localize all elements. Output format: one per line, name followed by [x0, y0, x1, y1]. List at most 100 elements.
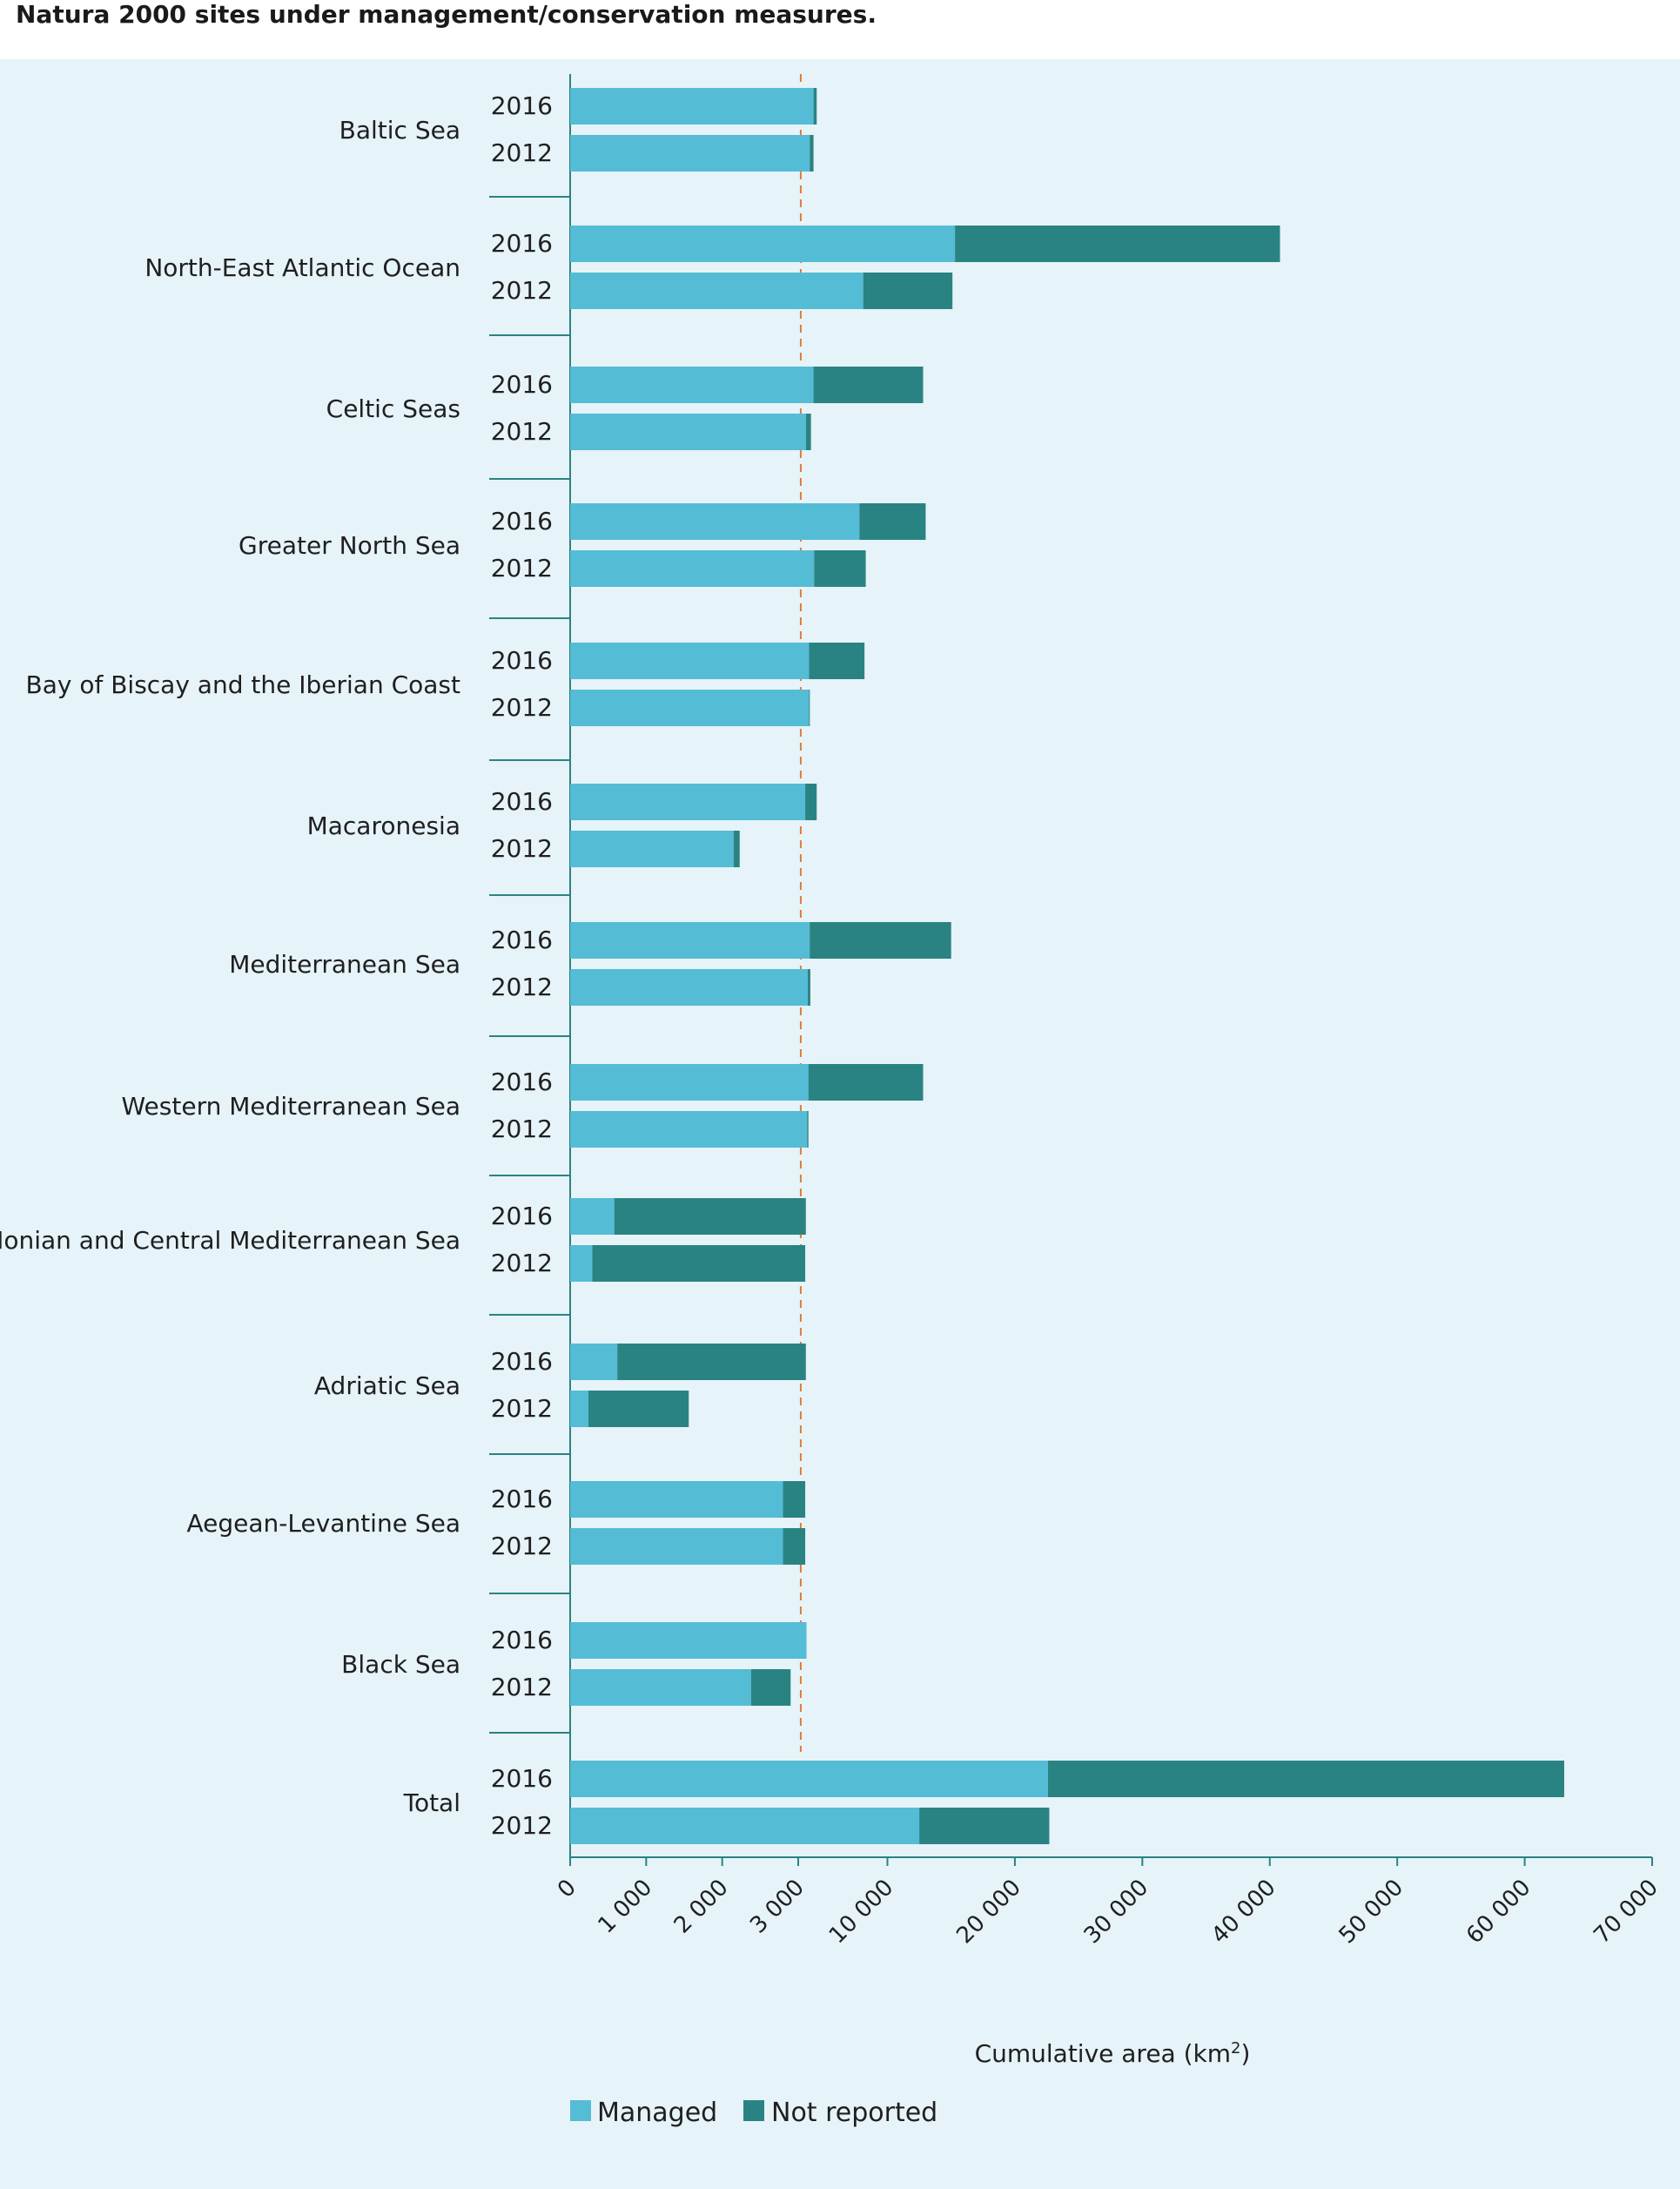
year-label: 2016	[491, 91, 553, 120]
x-tick-label: 3 000	[745, 1875, 810, 1939]
bar-managed	[570, 1761, 1048, 1797]
category-label: Mediterranean Sea	[229, 950, 460, 979]
bar-managed	[570, 1481, 783, 1518]
x-tick-label: 20 000	[951, 1875, 1026, 1950]
year-label: 2016	[491, 370, 553, 399]
bar-managed	[570, 273, 864, 309]
legend-label-not-reported: Not reported	[771, 2098, 937, 2128]
x-tick-label: 0	[553, 1875, 581, 1903]
x-tick-label: 2 000	[669, 1875, 734, 1939]
legend-swatch-managed	[570, 2100, 591, 2121]
bar-not-reported	[814, 550, 866, 587]
category-label: Western Mediterranean Sea	[122, 1092, 461, 1121]
bar-managed	[570, 1669, 751, 1706]
bar-not-reported	[810, 922, 951, 959]
x-tick-label: 70 000	[1589, 1875, 1663, 1950]
bar-not-reported	[733, 831, 740, 867]
bar-not-reported	[809, 643, 865, 679]
category-label: Baltic Sea	[339, 116, 460, 145]
bar-not-reported	[808, 1064, 924, 1101]
bar-not-reported	[807, 969, 810, 1006]
year-label: 2016	[491, 507, 553, 535]
year-label: 2012	[491, 1115, 553, 1143]
bar-not-reported	[919, 1808, 1050, 1844]
bar-not-reported	[810, 135, 814, 172]
year-label: 2016	[491, 1764, 553, 1793]
x-tick-label: 1 000	[593, 1875, 657, 1939]
legend-swatch-not-reported	[743, 2100, 764, 2121]
bar-not-reported	[955, 226, 1280, 262]
bar-managed	[570, 1245, 593, 1282]
bar-not-reported	[807, 1111, 809, 1148]
bar-not-reported	[813, 88, 817, 125]
bar-managed	[570, 88, 814, 125]
chart-panel: Baltic Sea 2016 2012 North-East Atlantic Oc…	[0, 59, 1680, 2189]
bar-managed	[570, 135, 810, 172]
bar-managed	[570, 831, 734, 867]
year-label: 2016	[491, 1068, 553, 1096]
year-label: 2012	[491, 1811, 553, 1840]
x-tick-label: 30 000	[1079, 1875, 1154, 1950]
category-label: Bay of Biscay and the Iberian Coast	[25, 670, 460, 699]
category-label: North-East Atlantic Ocean	[144, 253, 460, 282]
year-label: 2016	[491, 926, 553, 954]
category-label: Aegean-Levantine Sea	[187, 1509, 461, 1538]
year-label: 2012	[491, 417, 553, 446]
year-label: 2012	[491, 973, 553, 1001]
bar-not-reported	[588, 1391, 689, 1427]
x-axis-label-text: Cumulative area (km	[975, 2039, 1231, 2068]
category-label: Black Sea	[341, 1650, 460, 1679]
year-label: 2016	[491, 1202, 553, 1230]
stacked-bar-chart: Baltic Sea 2016 2012 North-East Atlantic Oc…	[0, 74, 1663, 2128]
bar-managed	[570, 550, 815, 587]
bar-managed	[570, 1622, 807, 1659]
bar-not-reported	[783, 1528, 806, 1565]
bar-managed	[570, 1808, 920, 1844]
year-label: 2016	[491, 1485, 553, 1513]
bar-not-reported	[750, 1669, 791, 1706]
year-label: 2016	[491, 646, 553, 675]
bar-managed	[570, 969, 808, 1006]
bar-not-reported	[859, 503, 926, 540]
bar-managed	[570, 1111, 808, 1148]
bar-managed	[570, 690, 810, 726]
year-label: 2012	[491, 1673, 553, 1701]
bar-managed	[570, 1528, 783, 1565]
bar-not-reported	[617, 1344, 806, 1380]
bar-not-reported	[783, 1481, 806, 1518]
x-tick-label: 60 000	[1462, 1875, 1536, 1950]
bar-managed	[570, 1198, 615, 1235]
x-axis-label-sup: 2	[1231, 2039, 1240, 2058]
bar-managed	[570, 1064, 809, 1101]
legend-label-managed: Managed	[597, 2098, 717, 2128]
bar-managed	[570, 643, 810, 679]
bar-managed	[570, 1391, 588, 1427]
category-label: Ionian and Central Mediterranean Sea	[0, 1226, 460, 1255]
chart-title: Natura 2000 sites under management/conse…	[16, 0, 877, 29]
bar-managed	[570, 226, 956, 262]
bar-managed	[570, 503, 860, 540]
bar-not-reported	[805, 414, 811, 450]
x-tick-label: 50 000	[1334, 1875, 1409, 1950]
bar-managed	[570, 784, 806, 820]
bar-not-reported	[1047, 1761, 1564, 1797]
year-label: 2012	[491, 1394, 553, 1423]
year-label: 2016	[491, 1626, 553, 1654]
x-axis-label-end: )	[1240, 2039, 1250, 2068]
year-label: 2016	[491, 229, 553, 258]
year-label: 2016	[491, 1347, 553, 1376]
bar-managed	[570, 367, 814, 403]
category-label: Celtic Seas	[326, 394, 460, 423]
category-label: Macaronesia	[307, 812, 460, 840]
bar-not-reported	[592, 1245, 806, 1282]
bar-not-reported	[809, 690, 810, 726]
bar-not-reported	[813, 367, 924, 403]
year-label: 2012	[491, 1532, 553, 1560]
category-label: Adriatic Sea	[314, 1371, 460, 1400]
year-label: 2016	[491, 787, 553, 816]
category-label: Greater North Sea	[239, 531, 460, 560]
year-label: 2012	[491, 834, 553, 863]
bar-managed	[570, 1344, 618, 1380]
bar-not-reported	[863, 273, 953, 309]
year-label: 2012	[491, 1249, 553, 1277]
